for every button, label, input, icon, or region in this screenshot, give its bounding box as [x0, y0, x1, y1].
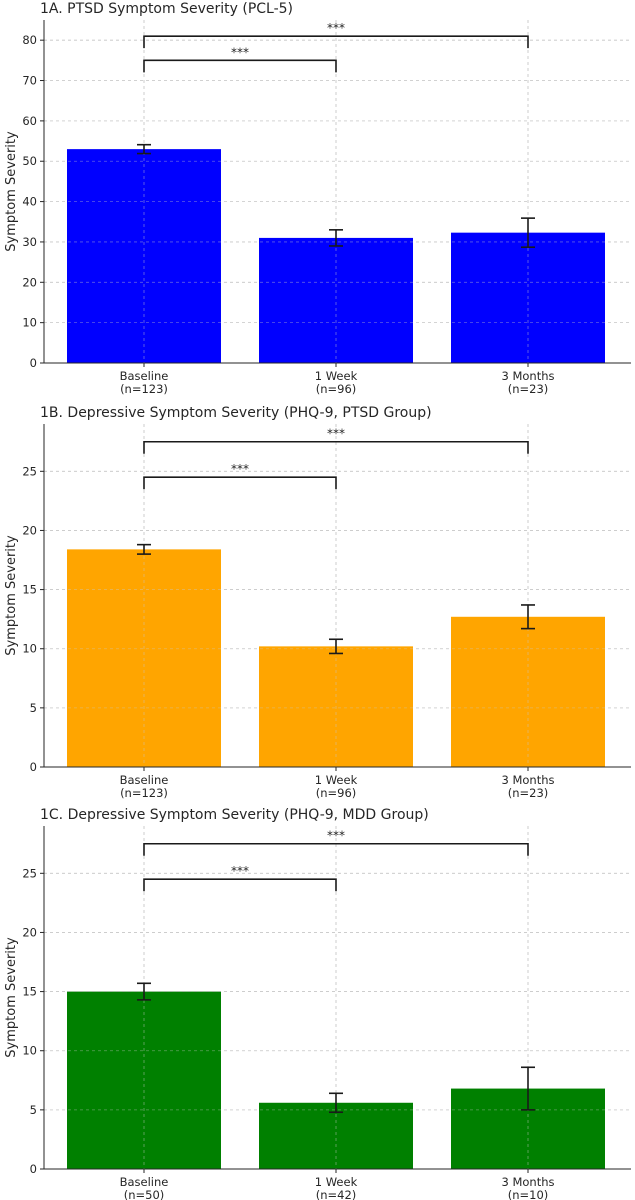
significance-bracket — [143, 59, 337, 73]
x-tick-label: 1 Week — [315, 369, 358, 383]
y-tick-label: 5 — [30, 1103, 37, 1117]
y-tick-label: 0 — [30, 1162, 37, 1176]
y-axis-label: Symptom Severity — [4, 937, 19, 1058]
x-tick-n-label: (n=23) — [508, 382, 549, 396]
y-tick-label: 60 — [22, 114, 37, 128]
y-tick-label: 25 — [22, 866, 37, 880]
y-axis-label: Symptom Severity — [4, 535, 19, 656]
y-tick-label: 40 — [22, 195, 37, 209]
y-tick-label: 80 — [22, 33, 37, 47]
x-tick-n-label: (n=10) — [508, 1188, 549, 1200]
chart-title: 1C. Depressive Symptom Severity (PHQ-9, … — [40, 807, 429, 823]
x-tick-n-label: (n=23) — [508, 786, 549, 800]
significance-label: *** — [231, 462, 249, 476]
significance-label: *** — [327, 21, 345, 35]
significance-bracket — [143, 842, 529, 856]
x-tick-n-label: (n=42) — [316, 1188, 357, 1200]
x-tick-n-label: (n=96) — [316, 786, 357, 800]
significance-label: *** — [231, 864, 249, 878]
y-axis-label: Symptom Severity — [4, 131, 19, 252]
significance-bracket — [143, 476, 337, 490]
x-tick-label: 3 Months — [501, 369, 554, 383]
y-tick-label: 20 — [22, 523, 37, 537]
significance-label: *** — [327, 829, 345, 843]
x-tick-label: Baseline — [120, 1175, 169, 1189]
significance-label: *** — [327, 427, 345, 441]
x-tick-n-label: (n=123) — [120, 382, 168, 396]
x-tick-label: 1 Week — [315, 1175, 358, 1189]
y-tick-label: 20 — [22, 275, 37, 289]
panel-1b: 1B. Depressive Symptom Severity (PHQ-9, … — [4, 405, 631, 800]
x-tick-label: Baseline — [120, 773, 169, 787]
y-tick-label: 10 — [22, 316, 37, 330]
panel-1c: 1C. Depressive Symptom Severity (PHQ-9, … — [4, 807, 631, 1200]
chart-title: 1A. PTSD Symptom Severity (PCL-5) — [40, 1, 293, 17]
y-tick-label: 15 — [22, 583, 37, 597]
significance-label: *** — [231, 45, 249, 59]
y-tick-label: 10 — [22, 1044, 37, 1058]
x-tick-label: Baseline — [120, 369, 169, 383]
y-tick-label: 20 — [22, 925, 37, 939]
y-tick-label: 0 — [30, 356, 37, 370]
x-tick-n-label: (n=96) — [316, 382, 357, 396]
x-tick-label: 1 Week — [315, 773, 358, 787]
x-tick-n-label: (n=50) — [124, 1188, 165, 1200]
y-tick-label: 0 — [30, 760, 37, 774]
significance-bracket — [143, 440, 529, 454]
x-tick-n-label: (n=123) — [120, 786, 168, 800]
x-tick-label: 3 Months — [501, 773, 554, 787]
y-tick-label: 25 — [22, 464, 37, 478]
y-tick-label: 70 — [22, 74, 37, 88]
bar-1-week — [259, 237, 413, 363]
y-tick-label: 50 — [22, 154, 37, 168]
significance-bracket — [143, 35, 529, 49]
chart-title: 1B. Depressive Symptom Severity (PHQ-9, … — [40, 405, 432, 421]
y-tick-label: 30 — [22, 235, 37, 249]
significance-bracket — [143, 878, 337, 892]
x-tick-label: 3 Months — [501, 1175, 554, 1189]
y-tick-label: 5 — [30, 701, 37, 715]
y-tick-label: 10 — [22, 642, 37, 656]
panel-1a: 1A. PTSD Symptom Severity (PCL-5) Symptom… — [4, 1, 631, 396]
y-tick-label: 15 — [22, 985, 37, 999]
